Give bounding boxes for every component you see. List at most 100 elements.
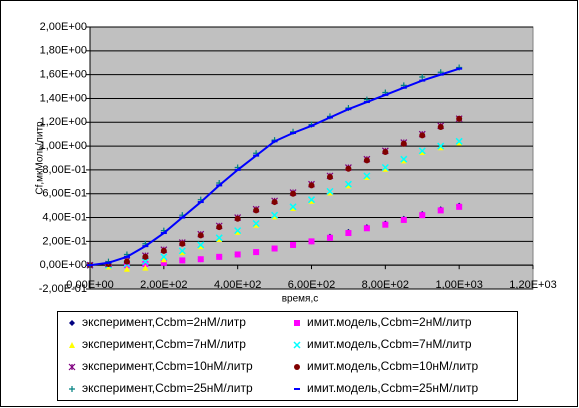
data-point: [234, 215, 241, 222]
data-point: [400, 216, 407, 223]
data-point: [437, 142, 445, 150]
data-point: [197, 232, 204, 239]
data-point: [419, 149, 426, 156]
data-point: [456, 115, 463, 122]
data-point: [437, 124, 444, 131]
data-point: [307, 196, 316, 204]
data-point: [197, 241, 205, 249]
data-point: [253, 207, 260, 214]
data-point: [382, 149, 389, 156]
data-point: [271, 213, 278, 220]
x-tick-label: 2,00E+02: [140, 279, 187, 291]
data-point: [290, 190, 297, 197]
data-point: [234, 228, 241, 235]
data-point: [271, 245, 278, 252]
data-point: [142, 264, 149, 271]
data-point: [160, 259, 167, 266]
legend-label: эксперимент,Ccbm=2нМ/литр: [82, 315, 246, 329]
data-point: [381, 163, 389, 172]
data-point: [178, 247, 186, 255]
data-point: [234, 251, 241, 258]
data-point: [123, 262, 130, 269]
y-tick-label: 8,00E-01: [42, 164, 87, 176]
data-point: [179, 257, 186, 264]
data-point: [456, 139, 463, 146]
data-point: [382, 221, 389, 228]
data-point: [344, 180, 352, 188]
data-point: [400, 157, 407, 164]
data-point: [363, 225, 370, 232]
data-point: [197, 256, 204, 263]
legend-marker: [69, 386, 75, 392]
data-point: [234, 227, 242, 235]
data-point: [363, 157, 370, 164]
y-axis-label: Cf,мкМоль/литр: [35, 121, 46, 195]
data-point: [326, 187, 334, 195]
data-point: [216, 224, 223, 231]
data-point: [326, 234, 333, 241]
data-point: [197, 243, 204, 250]
legend-label: имит.модель,Ccbm=25нМ/литр: [307, 381, 479, 395]
data-point: [400, 155, 408, 163]
legend-label: эксперимент,Ccbm=7нМ/литр: [82, 337, 246, 351]
data-point: [363, 174, 370, 181]
data-point: [326, 174, 333, 181]
legend-marker: [294, 364, 300, 370]
data-point: [142, 260, 149, 267]
data-point: [160, 256, 167, 263]
legend-marker: [69, 342, 75, 348]
legend-marker: [293, 341, 301, 349]
data-point: [141, 258, 149, 266]
data-point: [437, 207, 444, 214]
data-point: [253, 221, 260, 228]
data-point: [271, 211, 279, 219]
data-point: [345, 230, 352, 237]
y-tick-label: 2,00E+00: [40, 21, 87, 33]
data-point: [345, 165, 352, 172]
data-point: [123, 258, 130, 265]
y-tick-label: 1,20E+00: [40, 116, 87, 128]
legend-marker: [69, 320, 75, 326]
y-tick-label: 2,00E-01: [42, 235, 87, 247]
x-axis-label: время,с: [282, 294, 319, 305]
legend-label: имит.модель,Ccbm=7нМ/литр: [307, 337, 472, 351]
x-tick-label: 1,20E+03: [509, 279, 556, 291]
data-point: [308, 197, 315, 204]
y-tick-label: 0,00E+00: [40, 259, 87, 271]
y-tick-label: 6,00E-01: [42, 188, 87, 200]
data-point: [215, 234, 223, 242]
data-point: [400, 140, 407, 147]
data-point: [160, 253, 168, 261]
x-tick-label: 0,00E+00: [66, 279, 113, 291]
data-point: [253, 249, 260, 256]
data-point: [142, 253, 149, 260]
data-point: [437, 144, 444, 151]
data-point: [308, 238, 315, 245]
data-point: [290, 205, 297, 212]
data-point: [456, 203, 463, 210]
data-point: [419, 74, 426, 81]
data-point: [252, 219, 260, 228]
data-point: [271, 199, 278, 206]
legend: [57, 311, 518, 401]
y-tick-label: -2,00E-01: [39, 283, 87, 295]
y-tick-label: 1,80E+00: [40, 45, 87, 57]
legend-label: эксперимент,Ccbm=25нМ/литр: [82, 381, 253, 395]
data-point: [216, 253, 223, 260]
data-point: [326, 189, 333, 196]
legend-marker: [294, 320, 300, 326]
data-point: [289, 203, 297, 211]
x-tick-label: 8,00E+02: [362, 279, 409, 291]
data-point: [455, 137, 463, 145]
data-point: [179, 240, 186, 247]
y-tick-label: 1,40E+00: [40, 92, 87, 104]
data-point: [345, 182, 352, 189]
data-point: [308, 182, 315, 189]
x-tick-label: 6,00E+02: [288, 279, 335, 291]
legend-marker: [68, 363, 76, 371]
data-point: [419, 132, 426, 139]
y-tick-label: 1,60E+00: [40, 69, 87, 81]
data-point: [363, 172, 371, 180]
